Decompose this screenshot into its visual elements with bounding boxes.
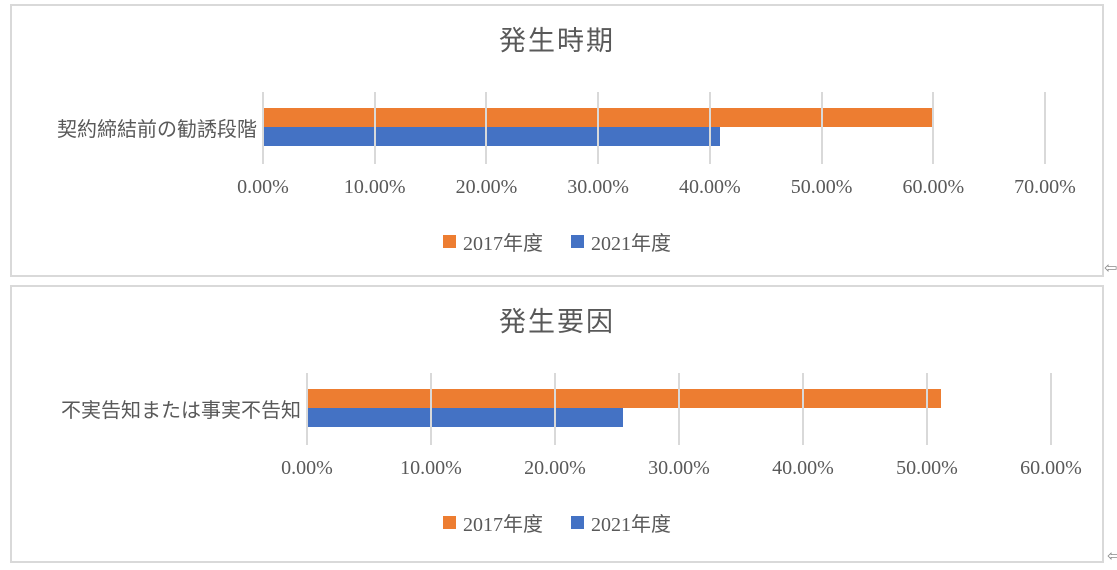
axis-tick-label: 50.00%	[896, 457, 958, 479]
left-arrow-icon: ⇦	[1107, 546, 1117, 565]
category-label: 不実告知または事実不告知	[61, 400, 301, 422]
chart-title: 発生要因	[499, 307, 615, 337]
axis-tick-label: 30.00%	[567, 176, 629, 198]
gridline	[373, 92, 376, 164]
legend-swatch-icon	[443, 516, 456, 529]
legend: 2017年度 2021年度	[12, 508, 1102, 537]
left-arrow-icon: ⇦	[1104, 258, 1117, 277]
legend-swatch-icon	[571, 235, 584, 248]
axis-tick-label: 10.00%	[343, 176, 406, 198]
chart-title: 発生時期	[499, 26, 615, 56]
axis-tick-label: 20.00%	[524, 457, 586, 479]
axis-labels: 0.00% 10.00% 20.00% 30.00% 40.00% 50.00% 60.00…	[237, 176, 1076, 202]
bar-2021年度	[263, 127, 720, 146]
legend-swatch-icon	[571, 516, 584, 529]
legend: 2017年度 2021年度	[12, 227, 1102, 256]
legend-label: 2021年度	[591, 514, 671, 536]
gridline	[1044, 92, 1046, 164]
axis-tick-label: 40.00%	[772, 457, 834, 479]
legend-item: 2021年度	[571, 508, 671, 537]
chart-occurrence-cause: 発生要因 不実告知または事実不告知 0.00% 10.00% 20.00% 30.00…	[10, 285, 1104, 563]
gridline	[932, 92, 935, 164]
legend-label: 2021年度	[591, 233, 671, 255]
gridline	[597, 92, 600, 164]
bar-2017年度	[307, 389, 941, 408]
axis-tick-label: 0.00%	[281, 457, 333, 479]
axis-labels: 0.00% 10.00% 20.00% 30.00% 40.00% 50.00% 60.00…	[281, 457, 1082, 483]
gridline	[262, 92, 264, 164]
axis-tick-label: 50.00%	[790, 176, 853, 198]
axis-tick-label: 60.00%	[902, 176, 965, 198]
gridline	[430, 373, 432, 445]
bar-2021年度	[307, 408, 624, 427]
legend-item: 2017年度	[443, 227, 543, 256]
plot-area	[262, 92, 1046, 164]
axis-tick-label: 20.00%	[455, 176, 518, 198]
legend-label: 2017年度	[463, 514, 543, 536]
gridline	[926, 373, 928, 445]
plot-area	[306, 373, 1052, 445]
bar-group	[263, 108, 1045, 146]
gridline	[554, 373, 556, 445]
gridline	[820, 92, 823, 164]
axis-tick-label: 30.00%	[648, 457, 710, 479]
axis-tick-label: 60.00%	[1020, 457, 1082, 479]
axis-tick-label: 0.00%	[237, 176, 289, 198]
gridline	[1050, 373, 1052, 445]
legend-label: 2017年度	[463, 233, 543, 255]
bar-group	[307, 389, 1051, 427]
axis-tick-label: 70.00%	[1014, 176, 1076, 198]
gridline	[306, 373, 308, 445]
legend-swatch-icon	[443, 235, 456, 248]
gridline	[802, 373, 804, 445]
gridline	[708, 92, 711, 164]
legend-item: 2021年度	[571, 227, 671, 256]
chart-occurrence-period: 発生時期 契約締結前の勧誘段階 0.00% 10.00% 20.00% 30.00% 4…	[10, 4, 1104, 277]
category-label: 契約締結前の勧誘段階	[57, 119, 257, 141]
gridline	[485, 92, 488, 164]
legend-item: 2017年度	[443, 508, 543, 537]
axis-tick-label: 10.00%	[400, 457, 462, 479]
axis-tick-label: 40.00%	[679, 176, 741, 198]
gridline	[678, 373, 680, 445]
